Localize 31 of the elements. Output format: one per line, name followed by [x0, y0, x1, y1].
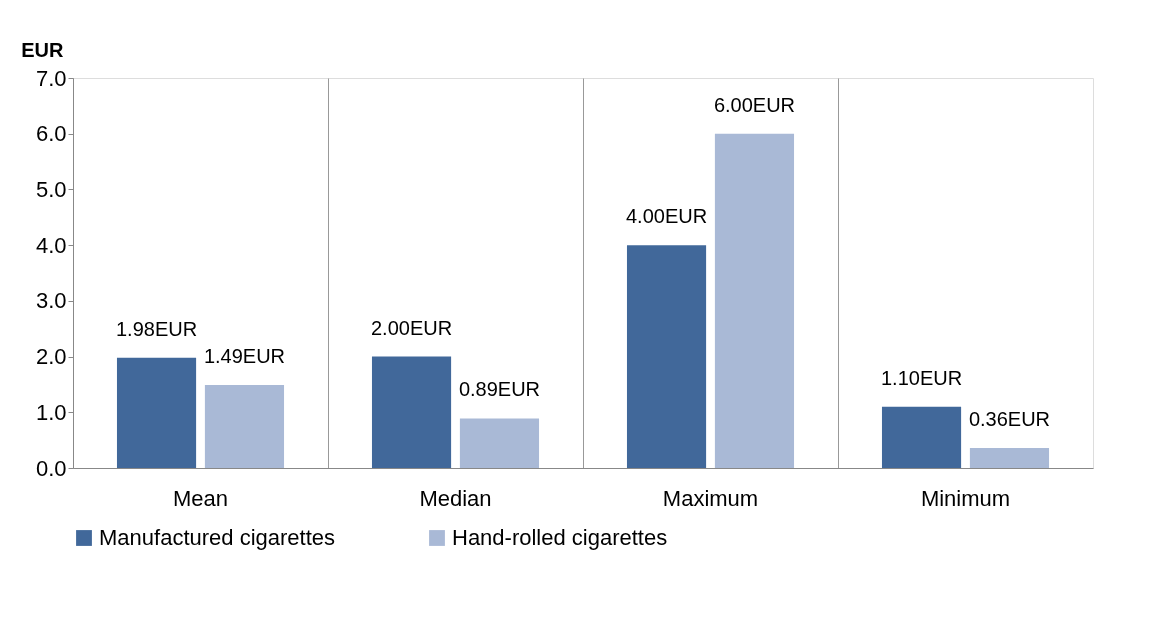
data-label: 0.89EUR [458, 378, 541, 401]
bar [459, 418, 540, 468]
y-tick-label: 3.0 [35, 288, 67, 314]
bar [881, 406, 962, 468]
data-label: 2.00EUR [370, 316, 453, 339]
data-label: 6.00EUR [713, 93, 796, 116]
y-axis-title: EUR [21, 38, 65, 61]
y-tick-label: 1.0 [35, 399, 67, 425]
legend-label: Hand-rolled cigarettes [452, 525, 668, 550]
x-tick-label: Mean [172, 485, 229, 511]
y-tick-label: 4.0 [35, 232, 67, 258]
y-tick-label: 7.0 [35, 65, 67, 91]
bar [626, 245, 707, 468]
y-tick-label: 6.0 [35, 121, 67, 147]
data-label: 4.00EUR [625, 205, 708, 228]
legend-label: Manufactured cigarettes [99, 525, 336, 550]
bar [204, 384, 285, 468]
bar [116, 357, 197, 468]
x-tick-label: Maximum [662, 485, 759, 511]
x-tick-label: Minimum [920, 485, 1011, 511]
data-label: 1.10EUR [880, 366, 963, 389]
y-tick-label: 2.0 [35, 344, 67, 370]
y-tick-label: 5.0 [35, 176, 67, 202]
y-tick-label: 0.0 [35, 455, 67, 481]
data-label: 1.49EUR [203, 344, 286, 367]
bar [714, 133, 795, 468]
bar [371, 356, 452, 468]
data-label: 1.98EUR [115, 317, 198, 340]
data-label: 0.36EUR [968, 407, 1051, 430]
bar [969, 447, 1050, 468]
x-tick-label: Median [419, 485, 492, 511]
